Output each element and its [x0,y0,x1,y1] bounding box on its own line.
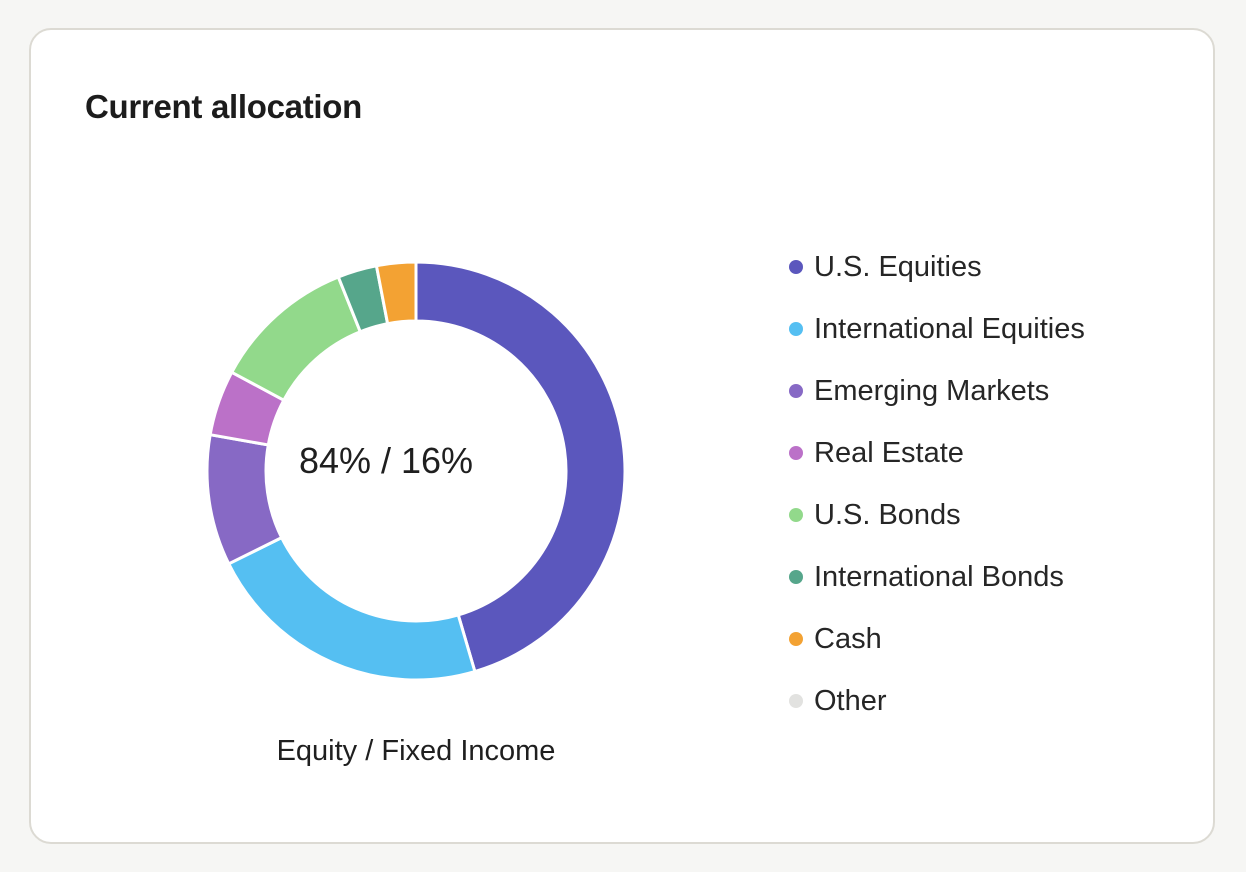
donut-center-label: 84% / 16% [299,440,473,481]
legend-dot-icon [789,570,803,584]
donut-slice-emerging-markets[interactable] [205,433,284,566]
legend-item-other[interactable]: Other [789,670,1085,732]
legend-label: International Bonds [814,560,1064,593]
legend-label: Cash [814,622,882,655]
legend-item-international-bonds[interactable]: International Bonds [789,546,1085,608]
legend-dot-icon [789,446,803,460]
donut-slice-u-s-equities[interactable] [414,260,627,674]
legend-dot-icon [789,322,803,336]
legend-dot-icon [789,384,803,398]
allocation-card: Current allocation 84% / 16% Equity / Fi… [29,28,1215,844]
legend-label: Real Estate [814,436,964,469]
legend-item-u-s-bonds[interactable]: U.S. Bonds [789,484,1085,546]
donut-chart: 84% / 16% [205,260,627,682]
donut-slices [205,260,627,682]
legend-item-cash[interactable]: Cash [789,608,1085,670]
legend-item-real-estate[interactable]: Real Estate [789,422,1085,484]
legend-label: Other [814,684,887,717]
legend-label: Emerging Markets [814,374,1050,407]
chart-legend: U.S. Equities International Equities Emerg… [789,236,1085,732]
legend-label: U.S. Equities [814,250,982,283]
legend-label: U.S. Bonds [814,498,961,531]
legend-item-emerging-markets[interactable]: Emerging Markets [789,360,1085,422]
donut-caption: Equity / Fixed Income [276,735,556,767]
legend-dot-icon [789,632,803,646]
donut-slice-u-s-bonds[interactable] [230,275,362,402]
legend-dot-icon [789,508,803,522]
donut-slice-international-equities[interactable] [227,536,477,682]
legend-label: International Equities [814,312,1085,345]
donut-slice-cash[interactable] [374,260,418,326]
legend-dot-icon [789,260,803,274]
legend-dot-icon [789,694,803,708]
legend-item-international-equities[interactable]: International Equities [789,298,1085,360]
legend-item-u-s-equities[interactable]: U.S. Equities [789,236,1085,298]
card-title: Current allocation [85,88,362,125]
